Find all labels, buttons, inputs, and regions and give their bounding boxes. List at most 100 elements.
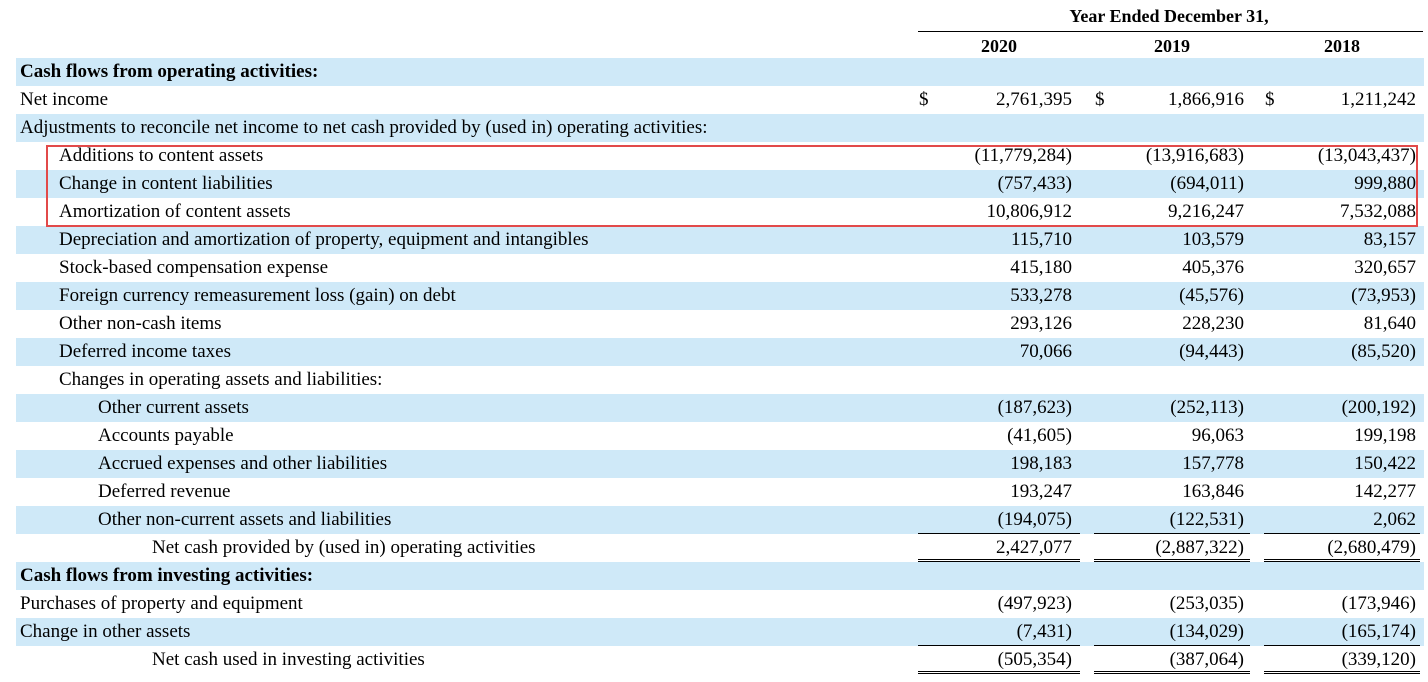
value-2019: 103,579 xyxy=(1182,229,1244,250)
table-row: Change in other assets (7,431) (134,029) (1… xyxy=(16,618,1424,646)
row-label: Net cash used in investing activities xyxy=(152,649,425,670)
table-row: Deferred revenue 193,247 163,846 142,277 xyxy=(16,478,1424,506)
total-double-rule xyxy=(1264,561,1420,562)
value-2019: 228,230 xyxy=(1182,313,1244,334)
table-row: Stock-based compensation expense 415,180 4… xyxy=(16,254,1424,282)
row-label: Other current assets xyxy=(98,397,249,418)
value-2018: (85,520) xyxy=(1351,341,1416,362)
table-row: Other non-current assets and liabilities… xyxy=(16,506,1424,534)
total-double-rule xyxy=(1264,671,1420,672)
value-2018: 199,198 xyxy=(1354,425,1416,446)
table-row: Foreign currency remeasurement loss (gai… xyxy=(16,282,1424,310)
value-2020: 115,710 xyxy=(1010,229,1072,250)
value-2018: (173,946) xyxy=(1341,593,1416,614)
total-double-rule xyxy=(1094,561,1250,562)
row-label: Other non-current assets and liabilities xyxy=(98,509,392,530)
value-2018: 7,532,088 xyxy=(1340,201,1416,222)
row-label: Change in content liabilities xyxy=(59,173,273,194)
row-label: Changes in operating assets and liabilit… xyxy=(59,369,383,390)
subtotal-rule xyxy=(918,533,1080,534)
value-2020: (11,779,284) xyxy=(974,145,1072,166)
row-label: Additions to content assets xyxy=(59,145,264,166)
value-2020: (7,431) xyxy=(1016,621,1072,642)
value-2020: (41,605) xyxy=(1007,425,1072,446)
value-2020: 198,183 xyxy=(1010,453,1072,474)
subtotal-rule xyxy=(1094,533,1250,534)
row-label: Accounts payable xyxy=(98,425,234,446)
subtotal-rule xyxy=(918,645,1080,646)
value-2018: (200,192) xyxy=(1341,397,1416,418)
value-2019: (45,576) xyxy=(1179,285,1244,306)
row-label: Depreciation and amortization of propert… xyxy=(59,229,589,250)
value-2020: (194,075) xyxy=(997,509,1072,530)
table-row: Change in content liabilities (757,433) (6… xyxy=(16,170,1424,198)
row-label: Other non-cash items xyxy=(59,313,222,334)
value-2019: 405,376 xyxy=(1182,257,1244,278)
row-label: Net income xyxy=(20,89,109,110)
row-label: Stock-based compensation expense xyxy=(59,257,329,278)
value-2019: (2,887,322) xyxy=(1155,537,1244,558)
value-2018: 142,277 xyxy=(1354,481,1416,502)
total-double-rule xyxy=(1094,559,1250,560)
table-row: Adjustments to reconcile net income to n… xyxy=(16,114,1424,142)
value-2019: (387,064) xyxy=(1169,649,1244,670)
value-2019: 96,063 xyxy=(1191,425,1244,446)
table-row: Deferred income taxes 70,066 (94,443) (85,5… xyxy=(16,338,1424,366)
table-row: Purchases of property and equipment (497,… xyxy=(16,590,1424,618)
header-rule xyxy=(918,31,1423,32)
row-label: Amortization of content assets xyxy=(59,201,291,222)
value-2018: (2,680,479) xyxy=(1327,537,1416,558)
value-2019: (253,035) xyxy=(1169,593,1244,614)
table-row: Accounts payable (41,605) 96,063 199,198 xyxy=(16,422,1424,450)
value-2019: (94,443) xyxy=(1179,341,1244,362)
table-row: Cash flows from operating activities: xyxy=(16,58,1424,86)
total-double-rule xyxy=(918,671,1080,672)
currency-symbol: $ xyxy=(919,89,929,110)
value-2018: 83,157 xyxy=(1363,229,1416,250)
value-2019: (694,011) xyxy=(1170,173,1244,194)
table-row: Net cash provided by (used in) operating… xyxy=(16,534,1424,562)
table-header-title: Year Ended December 31, xyxy=(1069,6,1269,26)
table-row: Additions to content assets (11,779,284) (… xyxy=(16,142,1424,170)
table-row: Net cash used in investing activities (50… xyxy=(16,646,1424,674)
year-2020-header: 2020 xyxy=(981,36,1017,56)
currency-symbol: $ xyxy=(1265,89,1275,110)
row-label: Change in other assets xyxy=(20,621,191,642)
value-2019: 163,846 xyxy=(1182,481,1244,502)
total-double-rule xyxy=(1094,671,1250,672)
currency-symbol: $ xyxy=(1095,89,1105,110)
value-2018: 81,640 xyxy=(1363,313,1416,334)
value-2018: 320,657 xyxy=(1354,257,1416,278)
value-2020: 415,180 xyxy=(1010,257,1072,278)
value-2018: 150,422 xyxy=(1354,453,1416,474)
value-2018: (13,043,437) xyxy=(1317,145,1416,166)
value-2020: (757,433) xyxy=(997,173,1072,194)
subtotal-rule xyxy=(1264,533,1420,534)
total-double-rule xyxy=(1094,673,1250,674)
value-2020: 2,761,395 xyxy=(996,89,1072,110)
row-label: Adjustments to reconcile net income to n… xyxy=(20,117,708,138)
total-double-rule xyxy=(1264,559,1420,560)
table-row: Accrued expenses and other liabilities 19… xyxy=(16,450,1424,478)
table-row: Net income $ $ $2,761,395 1,866,916 1,211,242 xyxy=(16,86,1424,114)
value-2018: (339,120) xyxy=(1341,649,1416,670)
table-row: Cash flows from investing activities: xyxy=(16,562,1424,590)
value-2019: (134,029) xyxy=(1169,621,1244,642)
table-row: Amortization of content assets 10,806,912… xyxy=(16,198,1424,226)
table-row: Other current assets (187,623) (252,113) (2… xyxy=(16,394,1424,422)
subtotal-rule xyxy=(1094,645,1250,646)
value-2018: (73,953) xyxy=(1351,285,1416,306)
value-2020: 2,427,077 xyxy=(996,537,1072,558)
row-label: Net cash provided by (used in) operating… xyxy=(152,537,536,558)
table-row: Changes in operating assets and liabilit… xyxy=(16,366,1424,394)
value-2019: 1,866,916 xyxy=(1168,89,1244,110)
total-double-rule xyxy=(918,561,1080,562)
value-2019: (122,531) xyxy=(1169,509,1244,530)
value-2018: 2,062 xyxy=(1373,509,1416,530)
value-2018: 1,211,242 xyxy=(1340,89,1416,110)
value-2020: 533,278 xyxy=(1010,285,1072,306)
row-label: Cash flows from investing activities: xyxy=(20,565,314,586)
value-2018: (165,174) xyxy=(1341,621,1416,642)
table-row: Depreciation and amortization of propert… xyxy=(16,226,1424,254)
total-double-rule xyxy=(918,673,1080,674)
